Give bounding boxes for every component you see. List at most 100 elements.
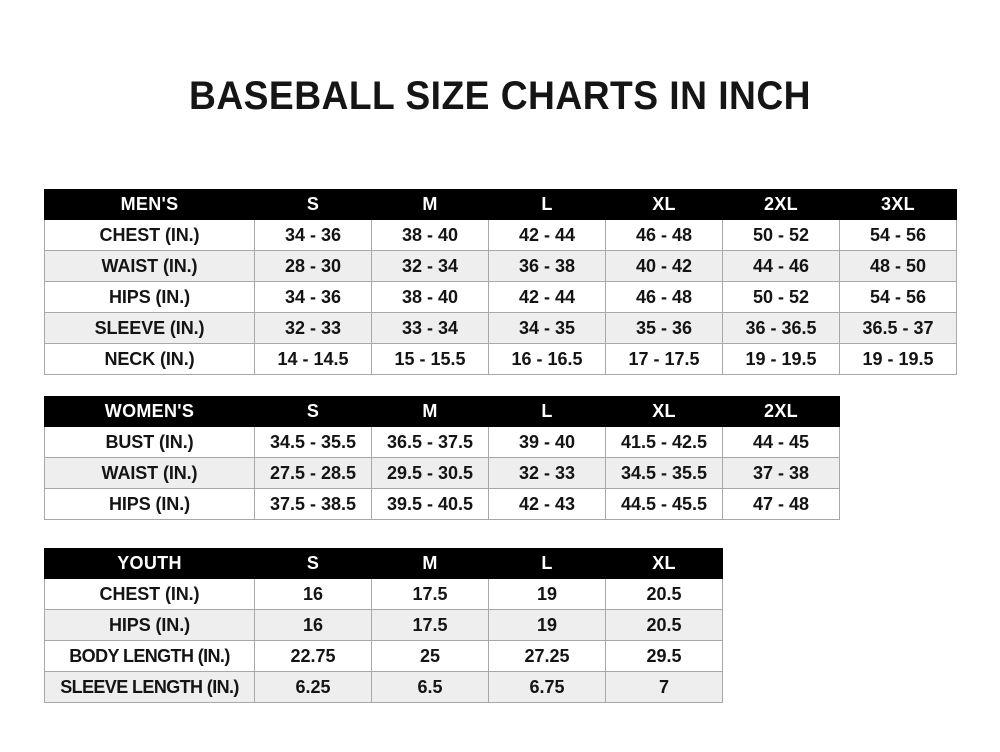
measurement-cell: 19 - 19.5 [722,343,840,375]
measurement-cell: 34 - 35 [488,312,606,344]
row-label: NECK (IN.) [44,343,255,375]
table-header-row: WOMEN'S S M L XL 2XL [44,396,840,427]
measurement-cell: 34.5 - 35.5 [605,457,723,489]
table-row: WAIST (IN.) 28 - 30 32 - 34 36 - 38 40 - 42 4… [44,250,957,282]
column-header-mens-0: MEN'S [44,189,255,220]
column-header-mens-6: 3XL [839,189,957,220]
measurement-cell: 6.75 [488,671,606,703]
table-header-mens: MEN'S S M L XL 2XL 3XL [44,189,957,220]
size-chart-mens: MEN'S S M L XL 2XL 3XL CHEST (IN.) 34 - 36 38 - … [44,189,957,375]
column-header-mens-5: 2XL [722,189,840,220]
measurement-cell: 29.5 - 30.5 [371,457,489,489]
row-label: WAIST (IN.) [44,250,255,282]
column-header-mens-3: L [488,189,606,220]
table-row: HIPS (IN.) 37.5 - 38.5 39.5 - 40.5 42 - 43 4… [44,488,840,520]
column-header-mens-2: M [371,189,489,220]
measurement-cell: 36 - 38 [488,250,606,282]
row-label: WAIST (IN.) [44,457,255,489]
table-row: WAIST (IN.) 27.5 - 28.5 29.5 - 30.5 32 - 33… [44,457,840,489]
column-header-womens-5: 2XL [722,396,840,427]
column-header-womens-0: WOMEN'S [44,396,255,427]
column-header-mens-1: S [254,189,372,220]
measurement-cell: 37 - 38 [722,457,840,489]
row-label: CHEST (IN.) [44,578,255,610]
row-label: HIPS (IN.) [44,488,255,520]
measurement-cell: 36 - 36.5 [722,312,840,344]
measurement-cell: 7 [605,671,723,703]
column-header-mens-4: XL [605,189,723,220]
table-row: SLEEVE (IN.) 32 - 33 33 - 34 34 - 35 35 - 36… [44,312,957,344]
measurement-cell: 6.25 [254,671,372,703]
column-header-womens-3: L [488,396,606,427]
measurement-cell: 40 - 42 [605,250,723,282]
measurement-cell: 37.5 - 38.5 [254,488,372,520]
measurement-cell: 15 - 15.5 [371,343,489,375]
measurement-cell: 42 - 44 [488,281,606,313]
measurement-cell: 22.75 [254,640,372,672]
size-chart-womens: WOMEN'S S M L XL 2XL BUST (IN.) 34.5 - 35.5 36.… [44,396,840,520]
measurement-cell: 46 - 48 [605,281,723,313]
measurement-cell: 28 - 30 [254,250,372,282]
measurement-cell: 34 - 36 [254,281,372,313]
measurement-cell: 34.5 - 35.5 [254,426,372,458]
measurement-cell: 54 - 56 [839,219,957,251]
measurement-cell: 27.25 [488,640,606,672]
table-header-row: YOUTH S M L XL [44,548,723,579]
measurement-cell: 54 - 56 [839,281,957,313]
size-chart-youth: YOUTH S M L XL CHEST (IN.) 16 17.5 19 20.5 HIPS (… [44,548,723,703]
measurement-cell: 32 - 34 [371,250,489,282]
row-label: BODY LENGTH (IN.) [44,640,255,672]
table-header-row: MEN'S S M L XL 2XL 3XL [44,189,957,220]
measurement-cell: 17.5 [371,609,489,641]
column-header-youth-3: L [488,548,606,579]
column-header-womens-4: XL [605,396,723,427]
measurement-cell: 50 - 52 [722,219,840,251]
measurement-cell: 33 - 34 [371,312,489,344]
row-label: SLEEVE (IN.) [44,312,255,344]
measurement-cell: 25 [371,640,489,672]
column-header-youth-0: YOUTH [44,548,255,579]
measurement-cell: 27.5 - 28.5 [254,457,372,489]
measurement-cell: 20.5 [605,578,723,610]
row-label: SLEEVE LENGTH (IN.) [44,671,255,703]
column-header-youth-2: M [371,548,489,579]
measurement-cell: 44 - 45 [722,426,840,458]
measurement-cell: 32 - 33 [488,457,606,489]
measurement-cell: 39.5 - 40.5 [371,488,489,520]
measurement-cell: 20.5 [605,609,723,641]
column-header-youth-1: S [254,548,372,579]
measurement-cell: 48 - 50 [839,250,957,282]
table-row: HIPS (IN.) 34 - 36 38 - 40 42 - 44 46 - 48 50… [44,281,957,313]
column-header-youth-4: XL [605,548,723,579]
table-row: SLEEVE LENGTH (IN.) 6.25 6.5 6.75 7 [44,671,723,703]
table-header-youth: YOUTH S M L XL [44,548,723,579]
measurement-cell: 16 [254,578,372,610]
measurement-cell: 17 - 17.5 [605,343,723,375]
table-row: HIPS (IN.) 16 17.5 19 20.5 [44,609,723,641]
column-header-womens-2: M [371,396,489,427]
measurement-cell: 41.5 - 42.5 [605,426,723,458]
row-label: BUST (IN.) [44,426,255,458]
measurement-cell: 50 - 52 [722,281,840,313]
measurement-cell: 19 [488,578,606,610]
measurement-cell: 19 - 19.5 [839,343,957,375]
measurement-cell: 36.5 - 37.5 [371,426,489,458]
measurement-cell: 36.5 - 37 [839,312,957,344]
measurement-cell: 47 - 48 [722,488,840,520]
row-label: HIPS (IN.) [44,609,255,641]
table-row: BODY LENGTH (IN.) 22.75 25 27.25 29.5 [44,640,723,672]
page-title: BASEBALL SIZE CHARTS IN INCH [188,74,812,118]
table-header-womens: WOMEN'S S M L XL 2XL [44,396,840,427]
table-body-youth: CHEST (IN.) 16 17.5 19 20.5 HIPS (IN.) 16 17.5 1… [44,578,723,703]
measurement-cell: 46 - 48 [605,219,723,251]
measurement-cell: 34 - 36 [254,219,372,251]
table-row: NECK (IN.) 14 - 14.5 15 - 15.5 16 - 16.5 17 … [44,343,957,375]
measurement-cell: 16 [254,609,372,641]
measurement-cell: 19 [488,609,606,641]
row-label: HIPS (IN.) [44,281,255,313]
measurement-cell: 42 - 43 [488,488,606,520]
row-label: CHEST (IN.) [44,219,255,251]
measurement-cell: 32 - 33 [254,312,372,344]
measurement-cell: 42 - 44 [488,219,606,251]
measurement-cell: 44 - 46 [722,250,840,282]
